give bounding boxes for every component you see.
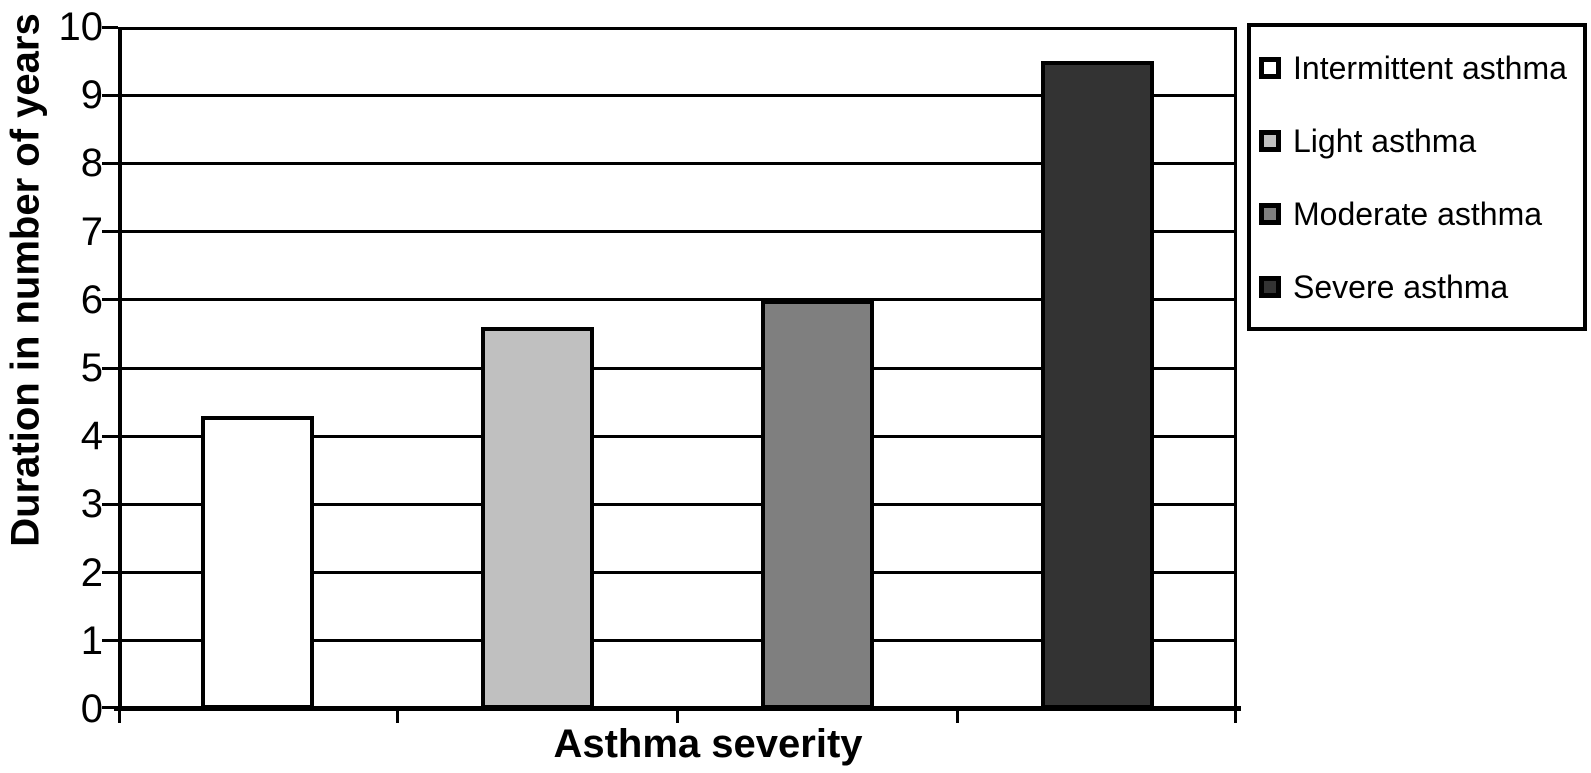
y-tick-label-5: 5 (80, 346, 103, 390)
gridline-4 (118, 434, 1237, 438)
legend-label-moderate-asthma: Moderate asthma (1293, 195, 1543, 232)
x-tick-2 (676, 709, 679, 723)
y-tick-0 (102, 706, 118, 709)
y-tick-label-9: 9 (80, 73, 103, 118)
legend: Intermittent asthma Light asthma Moderate … (1247, 23, 1587, 331)
y-tick-4 (102, 434, 118, 438)
y-tick-1 (102, 639, 118, 643)
legend-swatch-moderate-asthma (1259, 202, 1281, 225)
gridline-5 (118, 366, 1237, 370)
gridline-1 (118, 639, 1237, 643)
x-tick-1 (396, 709, 400, 723)
x-tick-3 (955, 709, 959, 723)
bar-light-asthma (481, 327, 595, 709)
gridline-2 (118, 571, 1237, 575)
bar-severe-asthma (1040, 61, 1154, 709)
plot-top-border (118, 27, 1237, 30)
y-tick-label-10: 10 (58, 5, 104, 49)
x-axis-line (114, 706, 1241, 711)
y-tick-9 (102, 93, 118, 97)
x-axis-title: Asthma severity (553, 722, 863, 766)
gridline-3 (118, 502, 1237, 506)
y-tick-label-0: 0 (80, 687, 103, 731)
gridline-9 (118, 93, 1237, 97)
bar-moderate-asthma (760, 300, 874, 709)
legend-swatch-intermittent-asthma (1259, 56, 1281, 79)
y-tick-label-4: 4 (80, 414, 103, 459)
legend-item-intermittent-asthma: Intermittent asthma (1259, 50, 1579, 86)
y-tick-label-8: 8 (80, 141, 103, 186)
plot-area (102, 25, 1241, 723)
y-tick-label-1: 1 (80, 618, 103, 663)
legend-label-light-asthma: Light asthma (1293, 122, 1477, 159)
y-tick-2 (102, 571, 118, 575)
legend-label-severe-asthma: Severe asthma (1293, 268, 1509, 305)
y-tick-7 (102, 230, 118, 234)
x-tick-0 (118, 709, 121, 723)
legend-label-intermittent-asthma: Intermittent asthma (1293, 49, 1567, 86)
legend-item-moderate-asthma: Moderate asthma (1259, 196, 1579, 232)
legend-item-light-asthma: Light asthma (1259, 123, 1579, 159)
y-tick-label-2: 2 (80, 550, 103, 595)
y-tick-6 (102, 298, 118, 302)
gridline-8 (118, 161, 1237, 165)
gridline-7 (118, 230, 1237, 234)
legend-item-severe-asthma: Severe asthma (1259, 269, 1579, 305)
y-tick-label-7: 7 (80, 209, 103, 254)
y-tick-label-3: 3 (80, 482, 103, 527)
y-tick-5 (102, 366, 118, 370)
y-tick-3 (102, 502, 118, 506)
x-tick-4 (1234, 709, 1237, 723)
legend-swatch-severe-asthma (1259, 275, 1281, 298)
bar-intermittent-asthma (201, 416, 315, 709)
y-tick-label-6: 6 (80, 277, 103, 322)
y-tick-8 (102, 161, 118, 165)
y-tick-10 (102, 25, 118, 29)
legend-swatch-light-asthma (1259, 129, 1281, 152)
gridline-6 (118, 298, 1237, 302)
